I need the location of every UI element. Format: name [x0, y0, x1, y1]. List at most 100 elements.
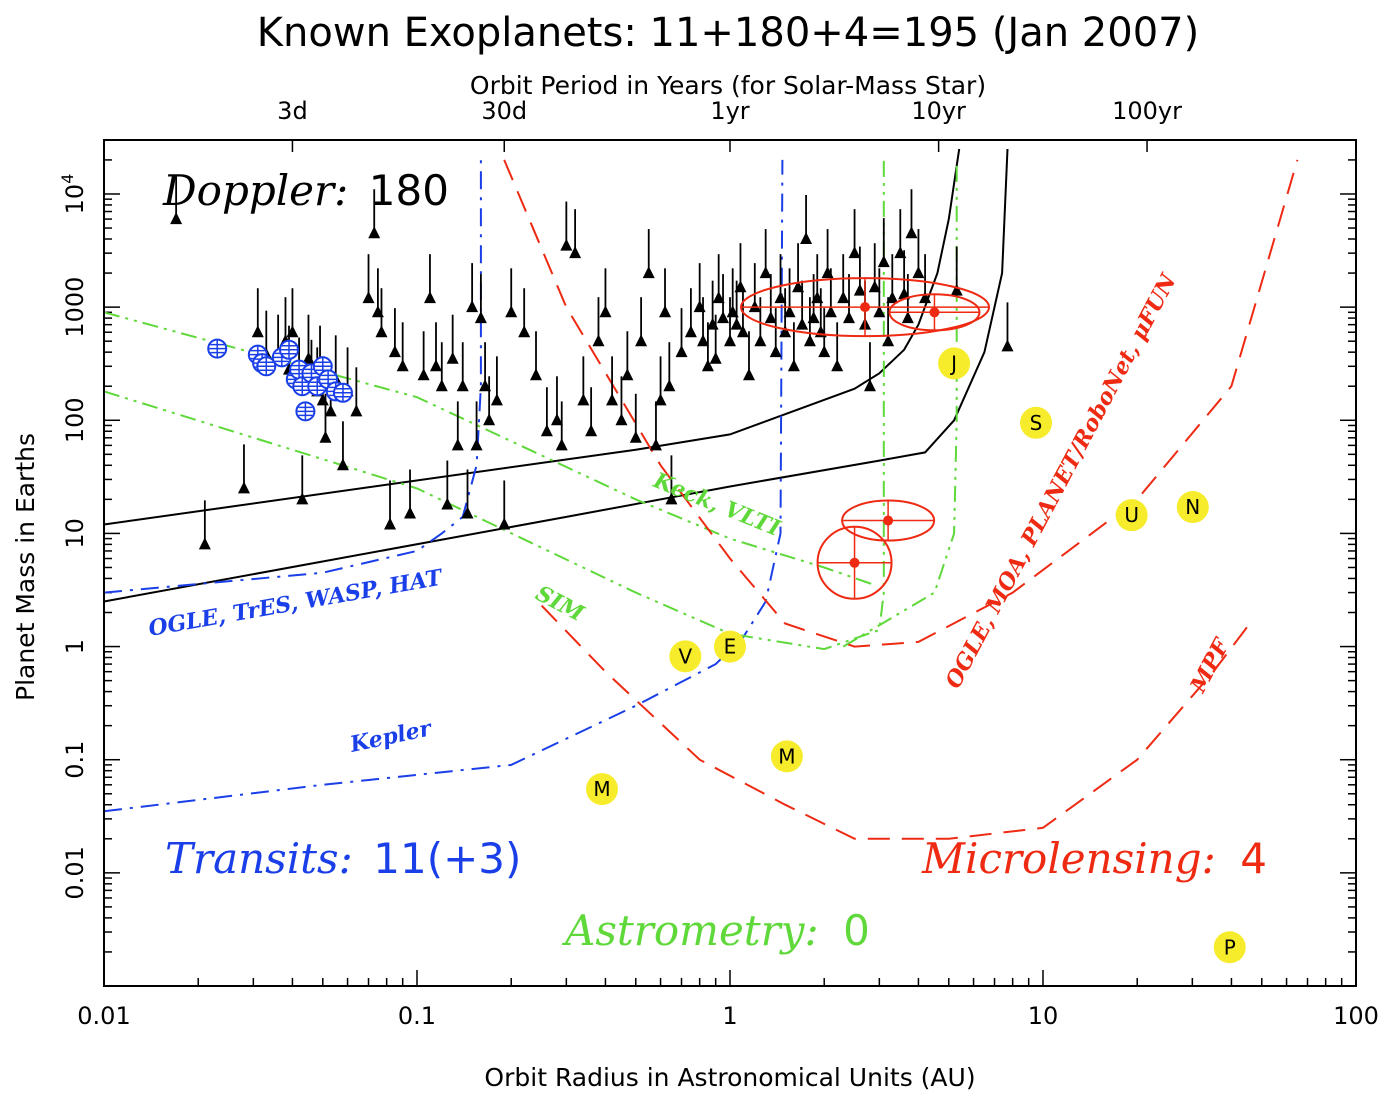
- doppler-point: [198, 537, 211, 550]
- doppler-point: [286, 325, 299, 338]
- doppler-point: [853, 283, 866, 296]
- doppler-point: [336, 458, 349, 471]
- astrometry-count: 0: [843, 906, 870, 955]
- doppler-point: [764, 311, 777, 324]
- doppler-point: [905, 226, 918, 239]
- solar-planet-disc: [586, 773, 619, 806]
- microlensing-point: [849, 557, 860, 568]
- sim-limit: [103, 159, 885, 651]
- doppler-limit-future: [103, 148, 1009, 603]
- transit-point-cross: [280, 340, 299, 359]
- doppler-point: [540, 424, 553, 437]
- doppler-point: [730, 317, 743, 330]
- microlensing-name: Microlensing:: [921, 834, 1216, 883]
- doppler-point: [324, 404, 337, 417]
- transit-point-cross: [302, 364, 321, 383]
- x-tick-label: 0.1: [398, 1002, 436, 1030]
- y-tick-label: 104: [58, 174, 89, 215]
- doppler-point: [659, 305, 672, 318]
- doppler-point: [724, 334, 736, 347]
- x-tick-label: 1: [722, 1002, 737, 1030]
- doppler-point: [375, 325, 388, 338]
- y-tick-label: 0.01: [61, 846, 89, 899]
- doppler-point: [821, 266, 834, 279]
- microlensing-survey-label: OGLE, MOA, PLANET/RoboNet, μFUN: [940, 269, 1182, 693]
- mpf-limit: [540, 604, 1249, 840]
- doppler-point: [251, 325, 264, 338]
- doppler-point: [873, 305, 886, 318]
- astrometry-name: Astrometry:: [561, 906, 819, 955]
- x-tick-label: 10: [1028, 1002, 1059, 1030]
- transit-point-cross: [313, 357, 332, 376]
- microlensing-point: [929, 307, 940, 318]
- doppler-point: [319, 430, 332, 443]
- doppler-point: [404, 506, 417, 519]
- doppler-point: [684, 325, 697, 338]
- x-axis-label: Orbit Radius in Astronomical Units (AU): [484, 1063, 975, 1092]
- sim-label: SIM: [531, 580, 588, 627]
- sensitivity-curves: [103, 148, 1299, 840]
- doppler-point: [901, 311, 914, 324]
- doppler-point: [423, 291, 436, 304]
- doppler-point: [237, 481, 250, 494]
- doppler-point: [350, 404, 363, 417]
- doppler-point: [769, 345, 782, 358]
- solar-planet-label: M: [778, 744, 795, 768]
- top-tick-label: 10yr: [911, 97, 966, 125]
- doppler-point: [877, 255, 890, 268]
- mpf-label: MPF: [1185, 633, 1236, 697]
- doppler-point: [621, 368, 634, 381]
- doppler-point: [585, 424, 598, 437]
- doppler-point: [498, 517, 511, 530]
- doppler-point: [555, 438, 568, 451]
- solar-planet-label: S: [1030, 411, 1043, 435]
- solar-planet-label: P: [1224, 935, 1236, 959]
- keck-vlti-vertical: [842, 159, 958, 648]
- solar-planet-disc: [669, 640, 702, 673]
- doppler-point: [490, 393, 503, 406]
- doppler-point: [824, 305, 837, 318]
- y-tick-label: 100: [61, 397, 89, 443]
- doppler-point: [796, 317, 809, 330]
- doppler-point: [451, 438, 464, 451]
- doppler-point: [417, 368, 430, 381]
- transits-annotation: Transits: 11(+3): [165, 834, 521, 883]
- doppler-point: [848, 246, 861, 259]
- doppler-point: [615, 413, 628, 426]
- doppler-point: [592, 334, 605, 347]
- doppler-point: [843, 311, 856, 324]
- microlensing-annotation: Microlensing: 4: [921, 834, 1267, 883]
- doppler-point: [466, 300, 479, 313]
- doppler-point: [530, 368, 543, 381]
- kepler-label: Kepler: [347, 715, 435, 758]
- doppler-count: 180: [369, 166, 449, 215]
- doppler-point: [712, 291, 725, 304]
- keck-vlti-label: Keck, VLTI: [649, 467, 785, 542]
- microlensing-point: [860, 302, 871, 313]
- transit-point-cross: [257, 357, 276, 376]
- solar-planet-label: V: [679, 644, 693, 668]
- solar-planet-disc: [938, 347, 971, 380]
- doppler-point: [577, 393, 590, 406]
- doppler-point: [754, 334, 767, 347]
- doppler-point: [629, 430, 642, 443]
- doppler-point: [446, 351, 459, 364]
- microlensing-count: 4: [1240, 834, 1267, 883]
- axis-ticks: 0.01 0.1 1 10 100 0.01 0.1 1 10 100 1000 104 3d 30d 1y…: [58, 97, 1379, 1030]
- data-points: M V E M J S U N P: [170, 175, 1246, 964]
- solar-planet-disc: [1115, 499, 1148, 532]
- doppler-point: [362, 291, 375, 304]
- doppler-point: [649, 438, 662, 451]
- doppler-point: [479, 379, 492, 392]
- transit-point-cross: [290, 360, 309, 379]
- doppler-point: [831, 359, 844, 372]
- y-tick-label: 0.1: [61, 741, 89, 779]
- doppler-point: [803, 334, 816, 347]
- doppler-name: Doppler:: [162, 166, 348, 215]
- transits-count: 11(+3): [373, 834, 521, 883]
- top-tick-label: 1yr: [710, 97, 749, 125]
- doppler-point: [800, 232, 813, 245]
- doppler-point: [868, 280, 881, 293]
- y-tick-label: 1000: [61, 277, 89, 338]
- transit-point-cross: [333, 383, 352, 402]
